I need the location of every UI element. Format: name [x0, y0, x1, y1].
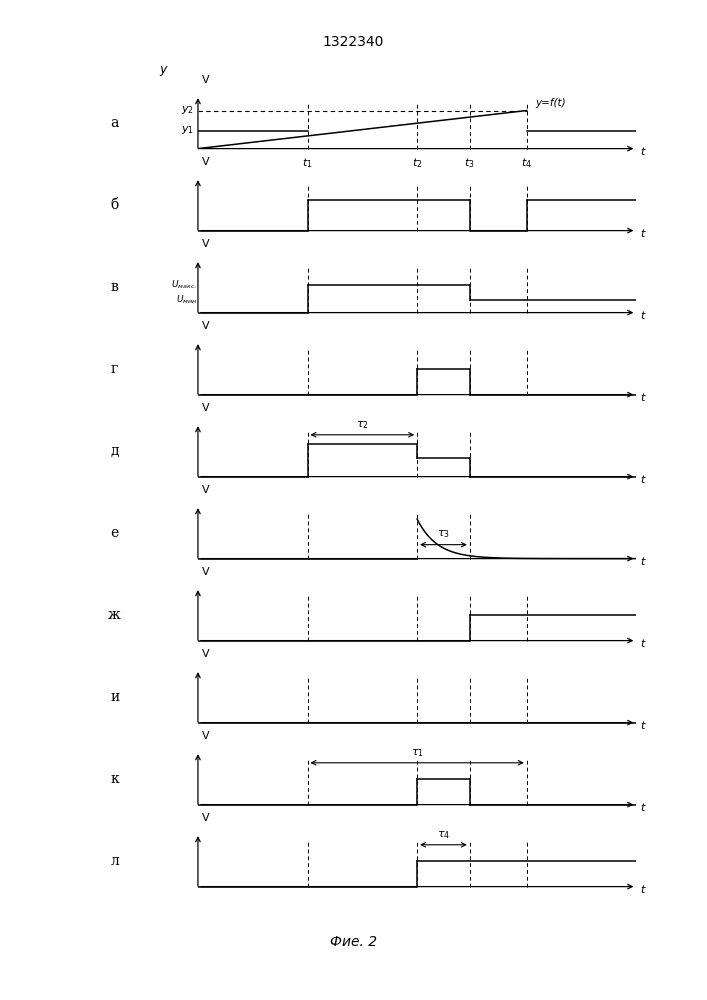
Text: y=f(t): y=f(t) — [535, 98, 566, 108]
Text: $t_1$: $t_1$ — [303, 156, 312, 170]
Text: и: и — [110, 690, 119, 704]
Text: $\tau_4$: $\tau_4$ — [437, 829, 450, 841]
Text: л: л — [110, 854, 119, 868]
Text: V: V — [202, 731, 210, 741]
Text: г: г — [111, 362, 118, 376]
Text: t: t — [641, 885, 645, 895]
Text: V: V — [202, 239, 210, 249]
Text: t: t — [641, 311, 645, 321]
Text: Фие. 2: Фие. 2 — [330, 935, 377, 949]
Text: $U_{макс.}$: $U_{макс.}$ — [171, 278, 197, 291]
Text: y: y — [159, 63, 167, 76]
Text: $\tau_2$: $\tau_2$ — [356, 419, 369, 431]
Text: б: б — [110, 198, 119, 212]
Text: V: V — [202, 157, 210, 167]
Text: $t_2$: $t_2$ — [412, 156, 422, 170]
Text: t: t — [641, 803, 645, 813]
Text: t: t — [641, 393, 645, 403]
Text: V: V — [202, 321, 210, 331]
Text: е: е — [110, 526, 119, 540]
Text: ж: ж — [108, 608, 121, 622]
Text: $\tau_1$: $\tau_1$ — [411, 747, 423, 759]
Text: $y_2$: $y_2$ — [182, 104, 194, 116]
Text: t: t — [641, 639, 645, 649]
Text: д: д — [110, 444, 119, 458]
Text: $y_1$: $y_1$ — [182, 124, 194, 136]
Text: V: V — [202, 75, 210, 85]
Text: 1322340: 1322340 — [323, 35, 384, 49]
Text: V: V — [202, 567, 210, 577]
Text: в: в — [111, 280, 119, 294]
Text: t: t — [641, 147, 645, 157]
Text: к: к — [110, 772, 119, 786]
Text: t: t — [641, 721, 645, 731]
Text: $t_3$: $t_3$ — [464, 156, 475, 170]
Text: $U_{мин}$: $U_{мин}$ — [176, 293, 197, 306]
Text: V: V — [202, 485, 210, 495]
Text: V: V — [202, 813, 210, 823]
Text: t: t — [641, 475, 645, 485]
Text: $t_4$: $t_4$ — [521, 156, 532, 170]
Text: V: V — [202, 403, 210, 413]
Text: t: t — [641, 229, 645, 239]
Text: t: t — [641, 557, 645, 567]
Text: а: а — [110, 116, 119, 130]
Text: $\tau_3$: $\tau_3$ — [437, 529, 450, 540]
Text: V: V — [202, 649, 210, 659]
